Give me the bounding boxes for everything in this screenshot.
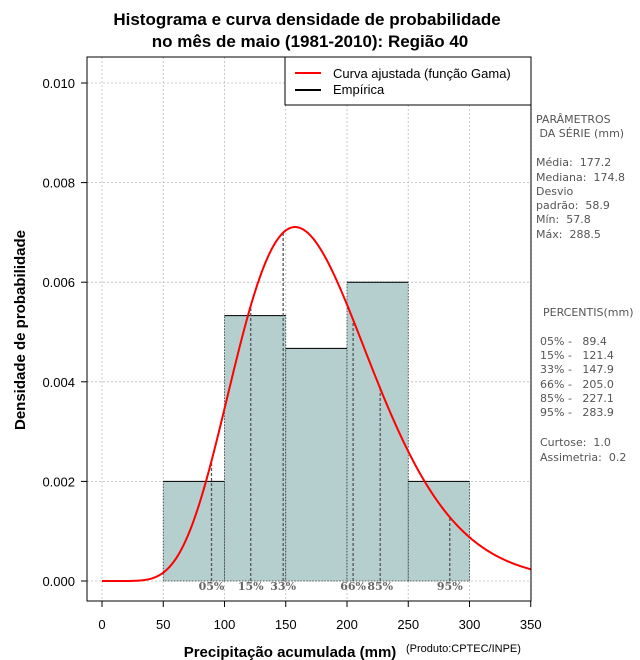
- x-tick-label-3: 150: [275, 617, 297, 632]
- gamma-curve: [102, 226, 532, 582]
- x-tick-label-6: 300: [459, 617, 481, 632]
- params-title-line-1: PARÂMETROS: [536, 113, 611, 126]
- param-mean: Média: 177.2: [536, 156, 611, 169]
- histogram-bar-1: [224, 315, 287, 582]
- percentil-15: 15% - 121.4: [540, 349, 614, 362]
- x-axis: 0 50 100 150 200 250 300 350: [98, 601, 542, 632]
- x-tick-label-0: 0: [98, 617, 105, 632]
- credit-label: (Produto:CPTEC/INPE): [406, 643, 521, 655]
- param-min: Mín: 57.8: [536, 213, 591, 226]
- x-tick-label-4: 200: [336, 617, 358, 632]
- percentile-label-95%: 95%: [437, 580, 463, 593]
- y-tick-label-3: 0.006: [42, 275, 75, 290]
- params-title-line-2: DA SÉRIE (mm): [536, 127, 624, 140]
- param-sd: padrão: 58.9: [536, 199, 610, 212]
- gamma-curve-group: [102, 226, 532, 582]
- percentile-label-33%: 33%: [270, 580, 296, 593]
- param-sd-label: Desvio: [536, 185, 574, 198]
- param-max: Máx: 288.5: [536, 228, 601, 241]
- percentile-label-15%: 15%: [238, 580, 264, 593]
- histogram-bar-2: [285, 348, 348, 582]
- x-tick-label-2: 100: [214, 617, 236, 632]
- percentil-66: 66% - 205.0: [540, 378, 614, 391]
- x-tick-label-7: 350: [520, 617, 542, 632]
- x-tick-label-5: 250: [397, 617, 419, 632]
- y-axis: 0.000 0.002 0.004 0.006 0.008 0.010: [42, 76, 87, 589]
- percentile-label-85%: 85%: [367, 580, 393, 593]
- y-axis-label: Densidade de probabilidade: [12, 230, 29, 430]
- stat-skewness: Assimetria: 0.2: [540, 451, 626, 464]
- histogram-bar-0: [162, 480, 225, 582]
- legend-entry-empirical: Empírica: [333, 82, 385, 97]
- stat-kurtosis: Curtose: 1.0: [540, 436, 611, 449]
- x-tick-label-1: 50: [156, 617, 170, 632]
- y-tick-label-1: 0.002: [42, 474, 75, 489]
- y-tick-label-4: 0.008: [42, 176, 75, 191]
- percentile-label-66%: 66%: [340, 580, 366, 593]
- y-tick-label-2: 0.004: [42, 375, 75, 390]
- chart-title-line-1: Histograma e curva densidade de probabil…: [113, 10, 500, 29]
- legend-box: [284, 56, 532, 106]
- legend: Curva ajustada (função Gama) Empírica: [284, 56, 532, 106]
- side-panel: PARÂMETROS DA SÉRIE (mm) Média: 177.2 Me…: [536, 113, 634, 464]
- percentil-95: 95% - 283.9: [540, 406, 614, 419]
- percentil-85: 85% - 227.1: [540, 392, 614, 405]
- param-median: Mediana: 174.8: [536, 171, 625, 184]
- chart-title-line-2: no mês de maio (1981-2010): Região 40: [152, 32, 469, 51]
- histogram-bar-4: [407, 480, 470, 582]
- x-axis-label: Precipitação acumulada (mm): [184, 644, 397, 660]
- percentis-title: PERCENTIS(mm): [543, 306, 634, 319]
- y-tick-label-5: 0.010: [42, 76, 75, 91]
- percentile-lines: [210, 232, 451, 581]
- histogram-bars: [162, 281, 470, 582]
- percentile-label-05%: 05%: [199, 580, 225, 593]
- percentil-05: 05% - 89.4: [540, 335, 607, 348]
- percentil-33: 33% - 147.9: [540, 363, 614, 376]
- y-tick-label-0: 0.000: [42, 574, 75, 589]
- percentile-labels: 05% 15% 33% 66% 85% 95%: [199, 580, 464, 593]
- legend-entry-curve: Curva ajustada (função Gama): [333, 66, 511, 81]
